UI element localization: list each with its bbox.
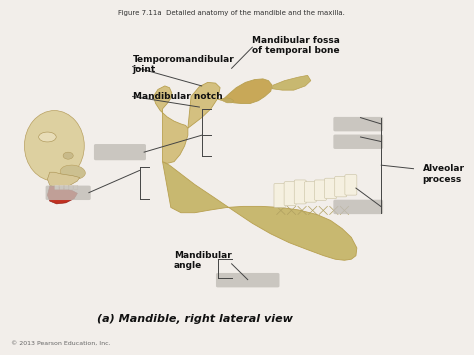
Text: Mandibular notch: Mandibular notch xyxy=(133,92,222,101)
Ellipse shape xyxy=(60,165,85,179)
FancyBboxPatch shape xyxy=(335,176,346,197)
Polygon shape xyxy=(222,79,272,104)
Text: © 2013 Pearson Education, Inc.: © 2013 Pearson Education, Inc. xyxy=(10,341,110,346)
FancyBboxPatch shape xyxy=(69,185,73,190)
FancyBboxPatch shape xyxy=(333,135,383,149)
FancyBboxPatch shape xyxy=(216,273,280,288)
Text: Figure 7.11a  Detailed anatomy of the mandible and the maxilla.: Figure 7.11a Detailed anatomy of the man… xyxy=(118,10,345,16)
FancyBboxPatch shape xyxy=(46,186,91,200)
Polygon shape xyxy=(153,86,188,163)
Text: (a) Mandible, right lateral view: (a) Mandible, right lateral view xyxy=(97,314,293,324)
FancyBboxPatch shape xyxy=(94,144,146,160)
FancyBboxPatch shape xyxy=(333,200,383,214)
Ellipse shape xyxy=(63,152,73,159)
Polygon shape xyxy=(47,186,77,204)
Polygon shape xyxy=(188,82,220,128)
FancyBboxPatch shape xyxy=(60,185,64,190)
FancyBboxPatch shape xyxy=(274,184,286,207)
FancyBboxPatch shape xyxy=(284,182,296,206)
Polygon shape xyxy=(47,172,80,188)
Polygon shape xyxy=(163,162,357,260)
FancyBboxPatch shape xyxy=(55,185,59,190)
Ellipse shape xyxy=(25,110,84,181)
FancyBboxPatch shape xyxy=(304,182,316,202)
Polygon shape xyxy=(218,98,234,103)
Text: Mandibular
angle: Mandibular angle xyxy=(174,251,232,270)
Polygon shape xyxy=(272,75,311,90)
FancyBboxPatch shape xyxy=(333,117,383,131)
Text: Mandibular fossa
of temporal bone: Mandibular fossa of temporal bone xyxy=(252,36,340,55)
FancyBboxPatch shape xyxy=(325,178,337,199)
Ellipse shape xyxy=(39,132,56,142)
FancyBboxPatch shape xyxy=(73,185,78,190)
Text: Alveolar
process: Alveolar process xyxy=(423,164,465,184)
FancyBboxPatch shape xyxy=(314,180,327,200)
FancyBboxPatch shape xyxy=(345,175,357,195)
FancyBboxPatch shape xyxy=(294,180,306,204)
FancyBboxPatch shape xyxy=(64,185,68,190)
Text: Temporomandibular
joint: Temporomandibular joint xyxy=(133,55,234,75)
